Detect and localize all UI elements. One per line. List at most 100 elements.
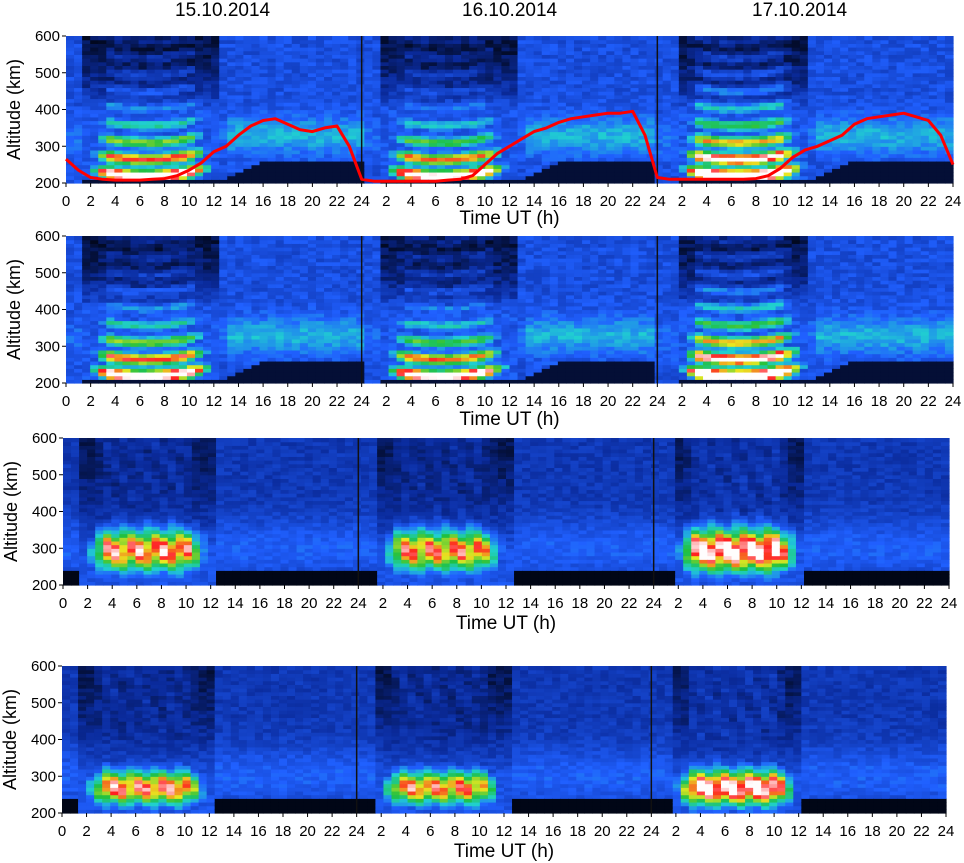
heatmap-cell [945, 87, 954, 91]
heatmap-cell [356, 113, 365, 117]
heatmap-cell [840, 62, 849, 66]
heatmap-cell [913, 176, 922, 180]
heatmap-cell [260, 62, 269, 66]
heatmap-cell [276, 47, 285, 51]
heatmap-cell [598, 62, 607, 66]
heatmap-cell [518, 36, 527, 40]
heatmap-cell [719, 132, 728, 136]
heatmap-cell [590, 95, 599, 99]
heatmap-cell [332, 121, 341, 125]
heatmap-cell [227, 84, 236, 88]
heatmap-cell [566, 84, 575, 88]
heatmap-cell [163, 73, 172, 77]
heatmap-cell [582, 36, 591, 40]
heatmap-cell [90, 354, 99, 358]
heatmap-cell [453, 124, 462, 128]
heatmap-cell [727, 51, 736, 55]
heatmap-cell [139, 306, 148, 310]
heatmap-cell [163, 146, 172, 150]
heatmap-cell [114, 150, 123, 154]
heatmap-cell [187, 113, 196, 117]
heatmap-cell [598, 135, 607, 139]
heatmap-cell [671, 157, 680, 161]
heatmap-cell [888, 106, 897, 110]
x-tick-label: 8 [752, 193, 760, 210]
heatmap-cell [719, 69, 728, 73]
heatmap-cell [816, 106, 825, 110]
heatmap-cell [171, 168, 180, 172]
heatmap-cell [582, 69, 591, 73]
heatmap-cell [195, 43, 204, 47]
heatmap-cell [147, 172, 156, 176]
heatmap-cell [655, 132, 664, 136]
heatmap-cell [848, 73, 857, 77]
heatmap-cell [131, 139, 140, 143]
heatmap-cell [792, 91, 801, 95]
heatmap-cell [913, 172, 922, 176]
heatmap-cell [98, 328, 107, 332]
heatmap-cell [703, 51, 712, 55]
heatmap-cell [768, 124, 777, 128]
heatmap-cell [792, 106, 801, 110]
heatmap-cell [316, 135, 325, 139]
heatmap-cell [566, 106, 575, 110]
heatmap-cell [711, 54, 720, 58]
heatmap-cell [671, 102, 680, 106]
heatmap-cell [897, 179, 906, 183]
heatmap-cell [582, 124, 591, 128]
heatmap-cell [131, 124, 140, 128]
heatmap-cell [308, 154, 317, 158]
heatmap-cell [864, 124, 873, 128]
heatmap-cell [90, 102, 99, 106]
heatmap-cell [590, 76, 599, 80]
heatmap-cell [792, 84, 801, 88]
heatmap-cell [364, 73, 373, 77]
heatmap-cell [147, 135, 156, 139]
heatmap-cell [74, 280, 83, 284]
heatmap-cell [187, 150, 196, 154]
heatmap-cell [776, 40, 785, 44]
heatmap-cell [526, 51, 535, 55]
heatmap-cell [106, 254, 115, 258]
heatmap-cell [905, 36, 914, 40]
heatmap-cell [542, 40, 551, 44]
heatmap-cell [759, 113, 768, 117]
heatmap-cell [171, 157, 180, 161]
heatmap-cell [848, 154, 857, 158]
heatmap-cell [147, 124, 156, 128]
heatmap-cell [840, 143, 849, 147]
heatmap-cell [606, 139, 615, 143]
heatmap-cell [888, 80, 897, 84]
heatmap-cell [211, 176, 220, 180]
heatmap-cell [131, 102, 140, 106]
heatmap-cell [421, 168, 430, 172]
heatmap-cell [227, 168, 236, 172]
heatmap-cell [832, 36, 841, 40]
heatmap-cell [542, 150, 551, 154]
heatmap-cell [155, 258, 164, 262]
heatmap-cell [292, 139, 301, 143]
heatmap-cell [590, 51, 599, 55]
heatmap-cell [590, 165, 599, 169]
heatmap-cell [905, 179, 914, 183]
heatmap-cell [743, 62, 752, 66]
heatmap-cell [372, 98, 381, 102]
heatmap-cell [501, 124, 510, 128]
heatmap-cell [98, 306, 107, 310]
heatmap-cell [518, 179, 527, 183]
heatmap-cell [380, 157, 389, 161]
heatmap-cell [268, 161, 277, 165]
heatmap-cell [840, 47, 849, 51]
heatmap-cell [719, 102, 728, 106]
heatmap-cell [759, 135, 768, 139]
heatmap-cell [171, 113, 180, 117]
heatmap-cell [768, 113, 777, 117]
heatmap-cell [413, 65, 422, 69]
heatmap-cell [429, 40, 438, 44]
heatmap-cell [284, 172, 293, 176]
heatmap-cell [66, 258, 75, 262]
heatmap-cell [542, 168, 551, 172]
heatmap-cell [163, 65, 172, 69]
heatmap-cell [66, 243, 75, 247]
heatmap-cell [510, 40, 519, 44]
